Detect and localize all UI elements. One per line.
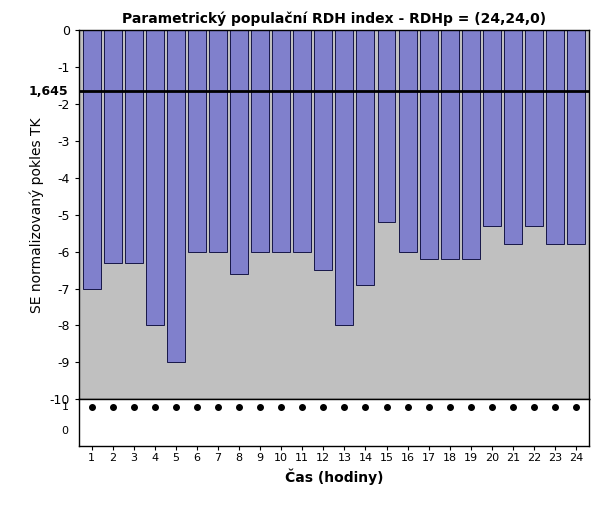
Bar [251, 30, 269, 251]
Bar [293, 30, 311, 251]
Bar [462, 30, 480, 259]
Bar [230, 30, 248, 274]
X-axis label: Čas (hodiny): Čas (hodiny) [285, 468, 383, 485]
Text: 0: 0 [62, 425, 69, 436]
Bar [504, 30, 522, 244]
Y-axis label: SE normalizovaný pokles TK: SE normalizovaný pokles TK [30, 117, 44, 313]
Bar [209, 30, 227, 251]
Bar [567, 30, 585, 244]
Text: 1,645: 1,645 [28, 85, 68, 97]
Bar [419, 30, 438, 259]
Text: 1: 1 [62, 402, 69, 412]
Bar [525, 30, 543, 226]
Bar [356, 30, 375, 285]
Bar [124, 30, 143, 263]
Bar [441, 30, 459, 259]
Bar [188, 30, 206, 251]
Bar [399, 30, 416, 251]
Bar [336, 30, 353, 325]
Bar [83, 30, 101, 288]
Bar [546, 30, 564, 244]
Title: Parametrický populační RDH index - RDHp = (24,24,0): Parametrický populační RDH index - RDHp … [122, 12, 546, 26]
Bar [314, 30, 332, 270]
Bar [104, 30, 121, 263]
Bar [378, 30, 396, 222]
Bar [272, 30, 290, 251]
Bar [483, 30, 501, 226]
Bar [146, 30, 164, 325]
Bar [167, 30, 185, 363]
